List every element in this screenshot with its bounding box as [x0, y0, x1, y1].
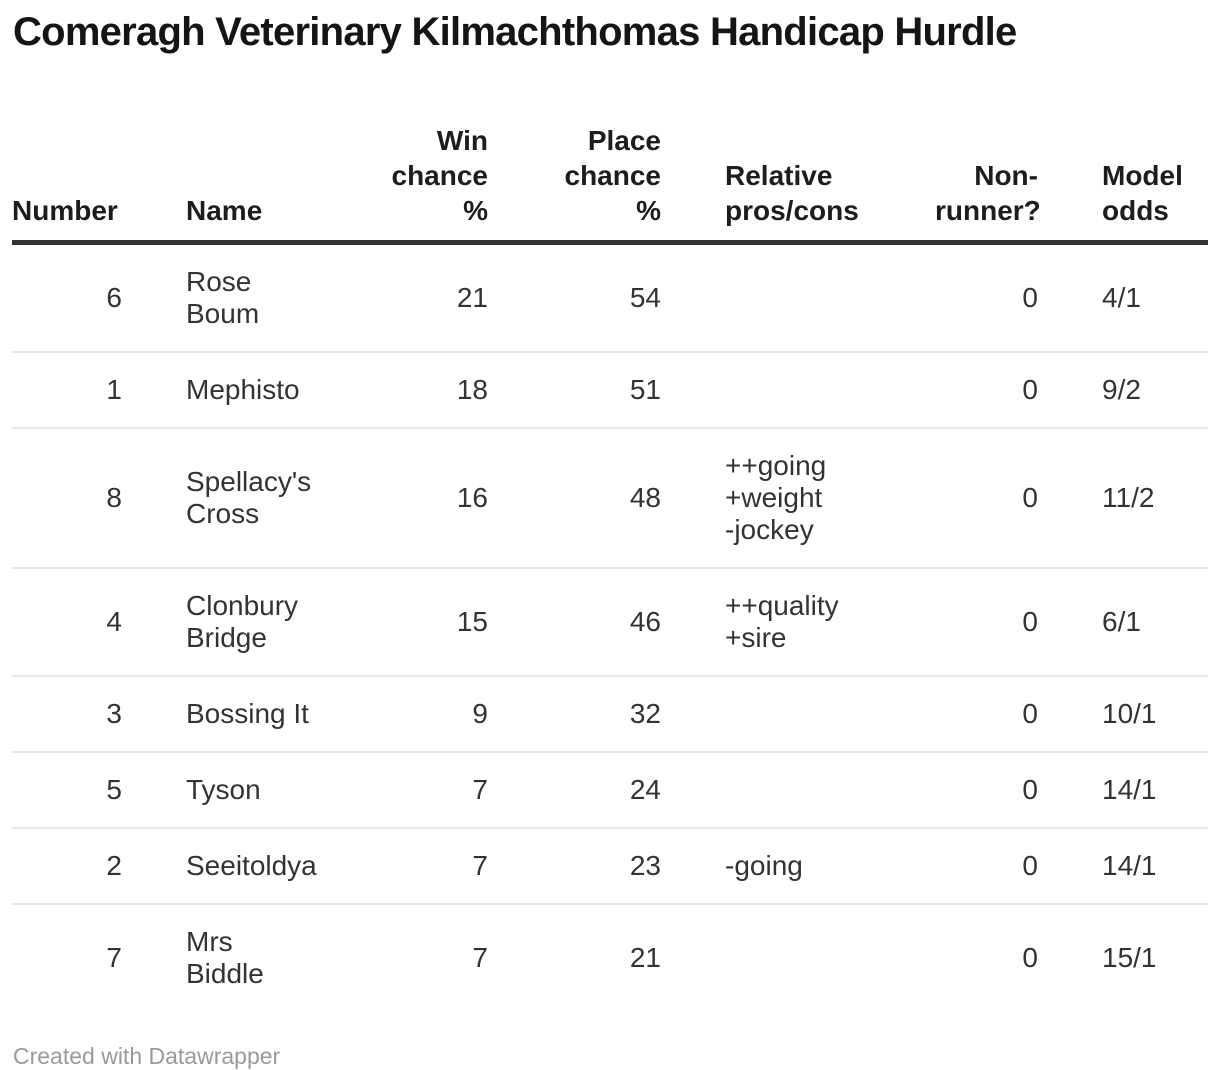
cell-name: Tyson [154, 752, 350, 829]
cell-place-chance: 51 [520, 352, 693, 429]
cell-place-chance: 23 [520, 828, 693, 905]
cell-place-chance: 32 [520, 676, 693, 753]
table-row: 4 Clonbury Bridge 15 46 ++quality +sire … [12, 568, 1208, 677]
cell-win-chance: 7 [350, 828, 520, 905]
column-header-model-odds: Model odds [1070, 123, 1208, 245]
cell-pros-cons [693, 242, 903, 353]
cell-number: 5 [12, 752, 154, 829]
cell-pros-cons [693, 904, 903, 1011]
cell-number: 8 [12, 428, 154, 569]
column-header-place-chance: Place chance % [520, 123, 693, 245]
cell-win-chance: 16 [350, 428, 520, 569]
cell-place-chance: 48 [520, 428, 693, 569]
cell-non-runner: 0 [903, 428, 1070, 569]
table-row: 1 Mephisto 18 51 0 9/2 [12, 352, 1208, 429]
table-body: 6 Rose Boum 21 54 0 4/1 1 Mephisto 18 51… [12, 242, 1208, 1012]
race-table: Number Name Win chance % Place chance % … [12, 123, 1208, 1011]
cell-model-odds: 14/1 [1070, 752, 1208, 829]
cell-number: 3 [12, 676, 154, 753]
cell-place-chance: 46 [520, 568, 693, 677]
cell-non-runner: 0 [903, 568, 1070, 677]
cell-number: 7 [106, 942, 122, 973]
cell-model-odds: 11/2 [1070, 428, 1208, 569]
cell-place-chance: 21 [629, 942, 661, 973]
cell-name: Bossing It [154, 676, 350, 753]
table-row: 8 Spellacy's Cross 16 48 ++going +weight… [12, 428, 1208, 569]
cell-non-runner: 0 [903, 828, 1070, 905]
cell-name: Mrs Biddle [186, 926, 264, 989]
cell-pros-cons [693, 676, 903, 753]
cell-win-chance: 7 [350, 752, 520, 829]
table-row: 3 Bossing It 9 32 0 10/1 [12, 676, 1208, 753]
cell-win-chance: 18 [350, 352, 520, 429]
cell-name: Mephisto [154, 352, 350, 429]
table-header: Number Name Win chance % Place chance % … [12, 123, 1208, 245]
header-row: Number Name Win chance % Place chance % … [12, 123, 1208, 245]
table-row: 2 Seeitoldya 7 23 -going 0 14/1 [12, 828, 1208, 905]
page-title: Comeragh Veterinary Kilmachthomas Handic… [13, 10, 1017, 54]
table-row: 6 Rose Boum 21 54 0 4/1 [12, 242, 1208, 353]
cell-number: 6 [12, 242, 154, 353]
cell-place-chance: 54 [520, 242, 693, 353]
cell-name: Spellacy's Cross [154, 428, 350, 569]
cell-model-odds: 15/1 [1102, 942, 1157, 973]
cell-non-runner: 0 [903, 752, 1070, 829]
cell-pros-cons: ++quality +sire [693, 568, 903, 677]
cell-pros-cons [693, 352, 903, 429]
cell-model-odds: 14/1 [1070, 828, 1208, 905]
cell-non-runner: 0 [903, 352, 1070, 429]
cell-non-runner: 0 [1022, 942, 1038, 973]
cell-model-odds: 6/1 [1070, 568, 1208, 677]
cell-win-chance: 21 [350, 242, 520, 353]
cell-pros-cons [693, 752, 903, 829]
cell-non-runner: 0 [903, 242, 1070, 353]
cell-pros-cons: ++going +weight -jockey [693, 428, 903, 569]
page: Comeragh Veterinary Kilmachthomas Handic… [0, 8, 1220, 1070]
cell-non-runner: 0 [903, 676, 1070, 753]
table-row: 7 Mrs Biddle 7 21 0 15/1 [12, 904, 1208, 1011]
cell-name: Clonbury Bridge [154, 568, 350, 677]
cell-number: 2 [12, 828, 154, 905]
cell-win-chance: 15 [350, 568, 520, 677]
column-header-non-runner: Non-runner? [903, 123, 1070, 245]
column-header-pros-cons: Relative pros/cons [693, 123, 903, 245]
cell-pros-cons: -going [693, 828, 903, 905]
column-header-name: Name [154, 123, 350, 245]
datawrapper-credit-link[interactable]: Created with Datawrapper [13, 1043, 281, 1069]
column-header-win-chance: Win chance % [350, 123, 520, 245]
cell-number: 4 [12, 568, 154, 677]
cell-model-odds: 10/1 [1070, 676, 1208, 753]
cell-place-chance: 24 [520, 752, 693, 829]
column-header-number: Number [12, 123, 154, 245]
table-row: 5 Tyson 7 24 0 14/1 [12, 752, 1208, 829]
cell-name: Rose Boum [154, 242, 350, 353]
cell-name: Seeitoldya [154, 828, 350, 905]
cell-model-odds: 9/2 [1070, 352, 1208, 429]
cell-win-chance: 9 [350, 676, 520, 753]
cell-number: 1 [12, 352, 154, 429]
cell-model-odds: 4/1 [1070, 242, 1208, 353]
cell-win-chance: 7 [472, 942, 488, 973]
